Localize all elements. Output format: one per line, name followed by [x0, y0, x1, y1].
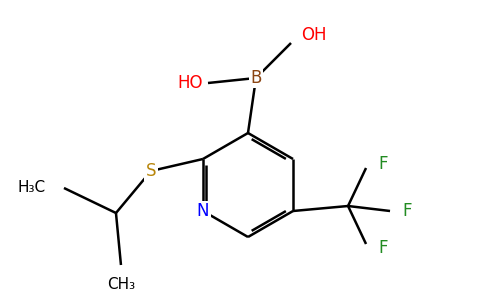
Text: S: S — [146, 162, 156, 180]
Text: B: B — [250, 69, 262, 87]
Text: H₃C: H₃C — [18, 181, 46, 196]
Text: F: F — [378, 155, 388, 173]
Text: N: N — [197, 202, 209, 220]
Text: F: F — [402, 202, 411, 220]
Text: F: F — [378, 239, 388, 257]
Text: HO: HO — [178, 74, 203, 92]
Text: OH: OH — [301, 26, 327, 44]
Text: CH₃: CH₃ — [107, 277, 135, 292]
